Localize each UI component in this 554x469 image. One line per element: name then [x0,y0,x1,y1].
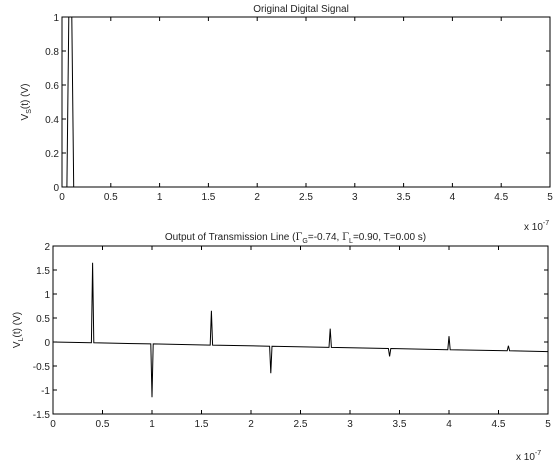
y-tick-label: 1 [44,290,50,301]
x-tick-label: 0 [59,192,65,203]
bottom-plot-series-line [52,262,549,398]
title-sub: L [349,238,353,245]
top-plot-title: Original Digital Signal [253,4,349,15]
x-tick-label: 3 [347,419,353,430]
y-tick-label: 1 [53,13,59,24]
title-part: =0.90, T=0.00 s) [353,232,426,243]
y-tick-label: 0.6 [45,81,59,92]
title-gamma: Γ [295,232,302,243]
title-gamma: Γ [342,232,349,243]
x-tick-label: 1.5 [201,192,215,203]
x-tick-label: 2.5 [299,192,313,203]
x-tick-label: 1 [157,192,163,203]
x-tick-label: 0 [50,419,56,430]
y-tick-label: 0.5 [36,314,50,325]
x-tick-label: 4.5 [492,419,506,430]
x-tick-label: 2.5 [294,419,308,430]
x-tick-label: 3.5 [393,419,407,430]
y-tick-label: 0.4 [45,115,59,126]
y-tick-label: 2 [44,242,50,253]
x-tick-label: 4.5 [494,192,508,203]
x-tick-label: 2 [248,419,254,430]
y-tick-label: 1.5 [36,266,50,277]
bottom-plot-x-multiplier: x 10-7 [516,450,541,463]
bottom-plot-ylabel-rest: (t) (V) [12,312,23,338]
top-plot: Original Digital Signal VS(t) (V) x 10-7… [20,4,553,233]
y-tick-label: -1.5 [33,410,51,421]
x-tick-label: 0.5 [104,192,118,203]
top-plot-multiplier-exp: -7 [543,220,549,227]
bottom-plot-title: Output of Transmission Line (ΓG=-0.74, Γ… [165,232,426,245]
y-tick-label: 0.2 [45,149,59,160]
top-plot-axes-box [61,16,551,188]
x-tick-label: 0.5 [96,419,110,430]
x-tick-label: 4 [450,192,456,203]
title-sub: G [302,238,307,245]
title-part: =-0.74, [308,232,342,243]
x-tick-label: 1 [149,419,155,430]
x-tick-label: 5 [547,192,553,203]
y-tick-label: -1 [41,386,50,397]
top-plot-ylabel-main: V [20,113,31,120]
top-plot-ylabel: VS(t) (V) [20,84,33,121]
y-tick-label: 0 [44,338,50,349]
bottom-plot-axes-box [52,245,549,415]
x-tick-label: 3.5 [397,192,411,203]
top-plot-ylabel-rest: (t) (V) [20,84,31,110]
x-tick-label: 4 [446,419,452,430]
y-tick-label: -0.5 [33,362,51,373]
top-plot-series-line [62,16,550,188]
y-tick-label: 0.8 [45,47,59,58]
bottom-plot-ylabel-sub: L [18,337,25,341]
bottom-plot-multiplier-exp: -7 [535,450,541,457]
title-part: Output of Transmission Line ( [165,232,296,243]
y-tick-label: 0 [53,183,59,194]
x-tick-label: 3 [352,192,358,203]
top-plot-ylabel-sub: S [26,109,33,114]
bottom-plot-ylabel-main: V [12,341,23,348]
x-tick-label: 2 [254,192,260,203]
x-tick-label: 1.5 [195,419,209,430]
top-plot-x-multiplier: x 10-7 [524,220,549,233]
bottom-plot-ylabel: VL(t) (V) [12,312,25,348]
bottom-plot: Output of Transmission Line (ΓG=-0.74, Γ… [12,232,551,463]
x-tick-label: 5 [545,419,551,430]
top-plot-multiplier-base: x 10 [524,222,543,233]
bottom-plot-multiplier-base: x 10 [516,452,535,463]
